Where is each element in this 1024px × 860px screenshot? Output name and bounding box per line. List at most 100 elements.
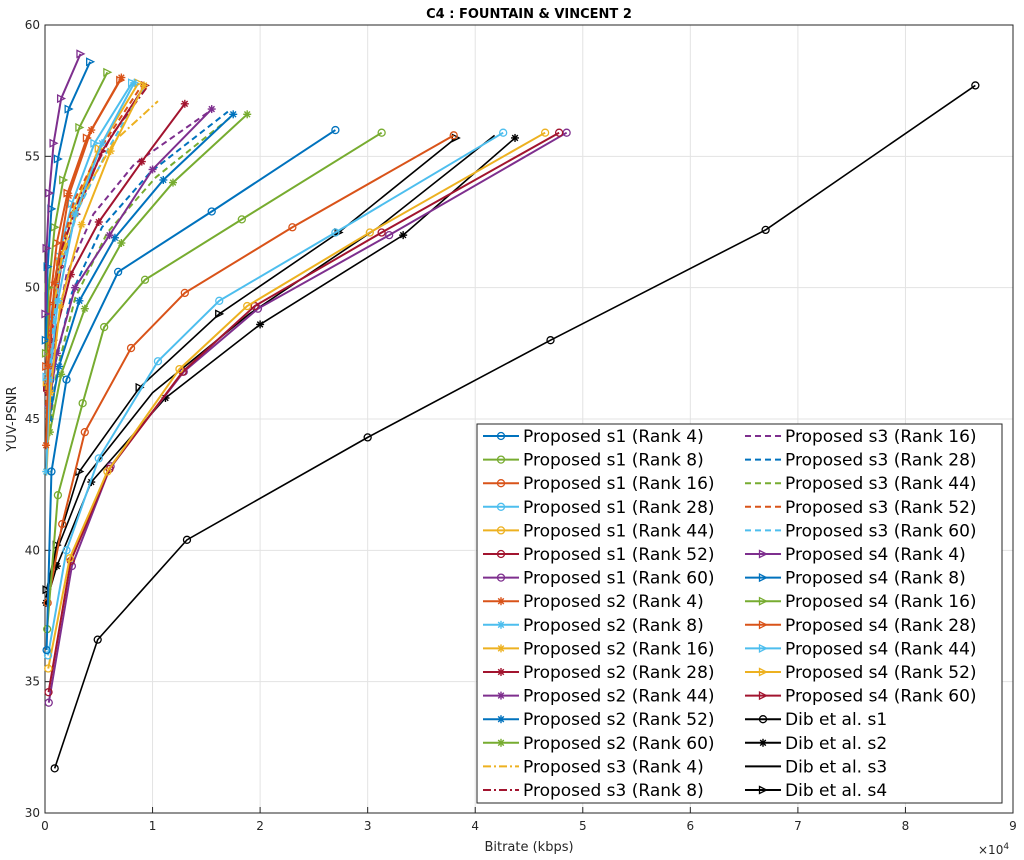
data-point-star: [42, 441, 51, 450]
legend-label: Proposed s3 (Rank 16): [785, 427, 977, 447]
series-line: [46, 134, 455, 604]
legend-entry: Proposed s2 (Rank 4): [483, 592, 704, 612]
data-point-circle: [761, 225, 770, 235]
legend-entry: Proposed s3 (Rank 28): [745, 451, 977, 471]
data-point-triangle: [41, 348, 52, 358]
legend-entry: Proposed s1 (Rank 16): [483, 474, 715, 494]
data-point-circle: [496, 549, 506, 559]
legend-label: Proposed s3 (Rank 28): [785, 451, 977, 471]
data-point-circle: [331, 228, 340, 237]
legend-entry: Dib et al. s4: [745, 781, 887, 801]
data-point-star: [130, 78, 139, 87]
data-point-star: [497, 620, 505, 629]
data-point-star: [117, 73, 126, 82]
legend-entry: Proposed s4 (Rank 16): [745, 592, 977, 612]
data-point-circle: [113, 267, 123, 277]
series-line: [44, 53, 82, 314]
legend-entry: Proposed s4 (Rank 4): [745, 545, 966, 565]
series-line: [47, 131, 546, 669]
series-4: [43, 128, 508, 660]
x-tick-label: 7: [794, 819, 802, 833]
series-14: [45, 110, 252, 437]
legend-label: Proposed s2 (Rank 44): [523, 687, 715, 707]
legend-label: Proposed s3 (Rank 60): [785, 521, 977, 541]
data-point-circle: [44, 664, 53, 673]
legend-entry: Proposed s1 (Rank 4): [483, 427, 704, 447]
data-point-triangle: [758, 549, 768, 559]
data-point-star: [53, 296, 62, 305]
x-tick-label: 9: [1009, 819, 1017, 833]
x-tick-label: 5: [579, 819, 587, 833]
legend-label: Proposed s4 (Rank 4): [785, 545, 966, 565]
data-point-star: [71, 283, 80, 292]
data-point-circle: [496, 526, 506, 535]
data-point-circle: [180, 288, 189, 298]
data-point-circle: [243, 301, 252, 311]
data-point-triangle: [215, 309, 225, 319]
legend-entry: Dib et al. s1: [745, 710, 887, 730]
x-tick-label: 8: [902, 819, 910, 833]
series-line: [45, 84, 145, 472]
legend-box: [476, 423, 1003, 804]
data-point-star: [117, 239, 126, 248]
data-point-star: [497, 715, 505, 724]
data-point-circle: [94, 454, 103, 463]
data-point-circle: [58, 519, 67, 529]
series-line: [45, 82, 136, 472]
series-line: [46, 131, 383, 630]
legend-entry: Proposed s1 (Rank 60): [483, 569, 715, 589]
series-line: [48, 113, 248, 433]
x-axis-title: Bitrate (kbps): [484, 840, 573, 855]
series-29: [50, 81, 980, 773]
data-point-circle: [331, 125, 340, 135]
data-point-circle: [546, 336, 555, 345]
data-point-triangle: [59, 175, 69, 185]
legend-entry: Proposed s2 (Rank 28): [483, 663, 715, 683]
legend-label: Proposed s2 (Rank 60): [523, 734, 715, 754]
data-point-circle: [44, 688, 53, 697]
legend-entry: Proposed s1 (Rank 44): [483, 521, 715, 541]
legend-label: Proposed s1 (Rank 52): [523, 545, 715, 565]
data-point-circle: [496, 502, 506, 511]
data-point-star: [105, 231, 114, 240]
data-point-triangle: [75, 122, 85, 132]
series-line: [47, 131, 504, 656]
legend-entry: Proposed s2 (Rank 44): [483, 687, 715, 707]
data-point-star: [94, 218, 103, 226]
data-point-triangle: [103, 67, 113, 77]
data-point-star: [87, 126, 96, 135]
x-tick-label: 2: [256, 819, 264, 833]
data-point-circle: [182, 535, 192, 544]
legend-label: Proposed s4 (Rank 60): [785, 687, 977, 707]
legend-entry: Proposed s1 (Rank 8): [483, 451, 704, 471]
data-point-circle: [499, 128, 508, 137]
x-tick-label: 6: [687, 819, 695, 833]
series-line: [45, 77, 123, 446]
data-point-star: [71, 210, 80, 219]
legend-entry: Dib et al. s2: [745, 734, 887, 754]
data-point-circle: [44, 698, 53, 707]
legend: Proposed s1 (Rank 4) Proposed s1 (Rank 8)…: [476, 423, 1003, 804]
legend-label: Proposed s3 (Rank 4): [523, 757, 704, 777]
data-point-star: [497, 668, 505, 676]
data-point-circle: [496, 479, 506, 488]
data-point-circle: [554, 128, 564, 137]
data-point-triangle: [76, 49, 86, 59]
data-point-triangle: [42, 243, 52, 253]
data-point-star: [511, 133, 520, 142]
data-point-triangle: [758, 620, 768, 630]
series-line: [48, 113, 234, 420]
data-point-triangle: [451, 133, 461, 143]
legend-entry: Proposed s4 (Rank 60): [745, 687, 977, 707]
data-point-triangle: [53, 154, 63, 164]
x-tick-label: 4: [471, 819, 479, 833]
data-point-star: [399, 231, 408, 240]
legend-label: Dib et al. s1: [785, 710, 887, 730]
data-point-star: [229, 110, 238, 119]
data-point-triangle: [90, 138, 100, 148]
data-point-circle: [758, 715, 768, 724]
data-point-circle: [53, 491, 63, 500]
data-point-circle: [540, 128, 550, 137]
data-point-star: [139, 81, 148, 90]
series-line: [44, 61, 92, 341]
